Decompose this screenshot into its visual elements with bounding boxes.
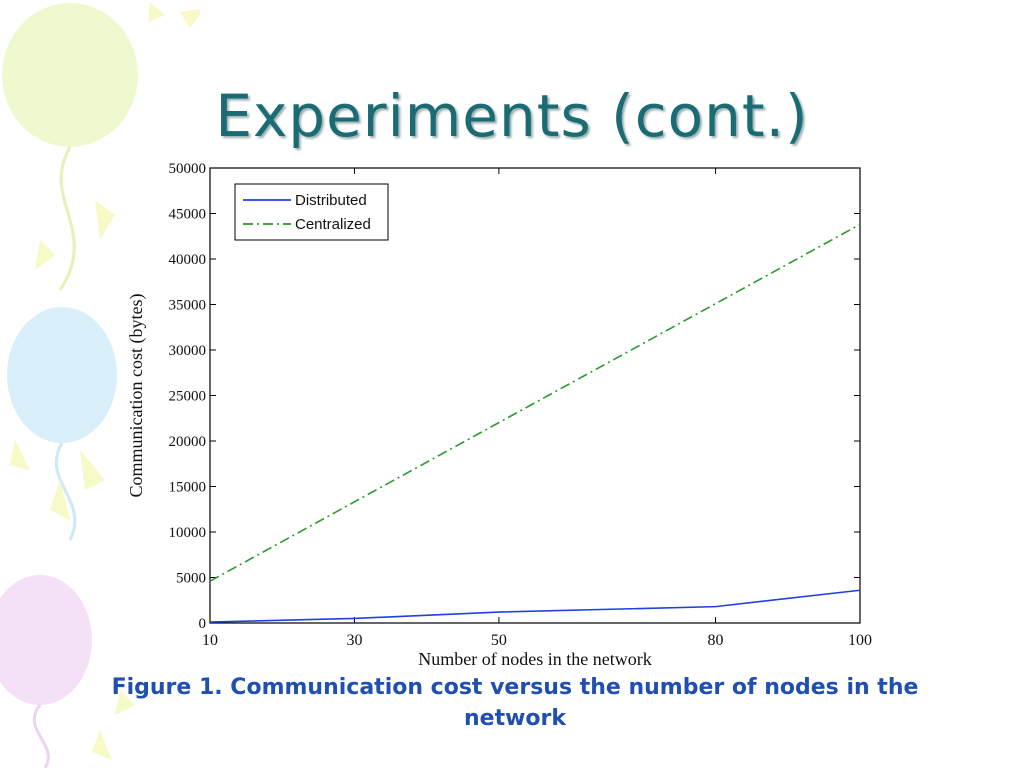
y-tick-label: 45000 <box>169 207 207 223</box>
series-layer <box>209 223 861 623</box>
y-tick-label: 20000 <box>169 434 207 450</box>
x-tick-label: 10 <box>202 632 218 649</box>
y-tick-label: 5000 <box>176 571 206 587</box>
legend-box <box>234 183 389 241</box>
x-axis-label: Number of nodes in the network <box>418 649 651 669</box>
y-tick-label: 30000 <box>169 343 207 359</box>
y-tick-label: 35000 <box>169 298 207 314</box>
y-tick-label: 0 <box>199 616 207 632</box>
y-tick-label: 40000 <box>169 252 207 268</box>
axis-ticks: 0 5000 10000 15000 20000 25000 30000 35000 40000… <box>169 161 873 649</box>
legend-label: Distributed <box>295 192 367 209</box>
x-tick-label: 100 <box>848 632 872 649</box>
legend-label: Centralized <box>295 216 371 233</box>
pink-balloon-icon <box>0 575 92 705</box>
plot-area <box>209 167 861 624</box>
x-tick-label: 80 <box>708 632 724 649</box>
legend: Distributed Centralized <box>234 183 389 241</box>
balloon-decoration <box>0 2 200 768</box>
x-tick-label: 30 <box>346 632 362 649</box>
slide-title: Experiments (cont.) <box>215 82 809 150</box>
y-tick-label: 15000 <box>169 480 207 496</box>
yellow-balloon-icon <box>2 3 138 147</box>
x-tick-label: 50 <box>491 632 507 649</box>
y-axis-label: Communication cost (bytes) <box>126 294 147 498</box>
blue-balloon-icon <box>7 307 117 443</box>
series-line-centralized <box>209 223 861 582</box>
y-tick-label: 25000 <box>169 389 207 405</box>
y-tick-label: 50000 <box>169 161 207 177</box>
y-tick-label: 10000 <box>169 525 207 541</box>
communication-cost-chart: 0 5000 10000 15000 20000 25000 30000 35000 40000… <box>126 161 873 669</box>
figure-caption: Figure 1. Communication cost versus the … <box>111 675 919 731</box>
